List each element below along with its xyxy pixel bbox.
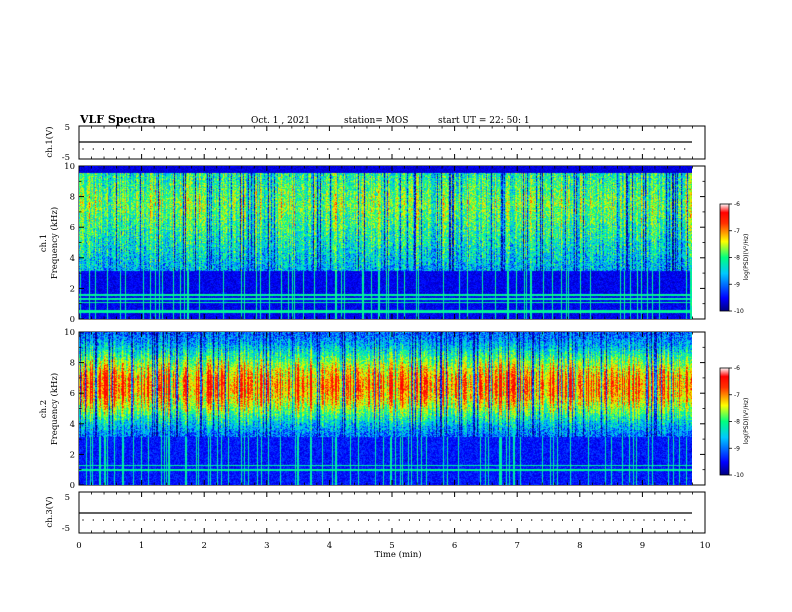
time-axis-tick-label: 10 [700, 541, 711, 551]
time-axis-tick-label: 3 [264, 541, 269, 551]
colorbar-tick-label: -10 [734, 308, 744, 315]
ch3-ytick-top: 5 [65, 493, 70, 503]
ch3-voltage-ylabel: ch.3(V) [44, 496, 55, 527]
time-axis-tick-labels: 0 1 2 3 4 5 6 7 8 9 10 [76, 541, 710, 551]
ch1-ytick-bottom: -5 [62, 153, 70, 163]
ch1-spectrogram-ytick-label: 6 [70, 223, 75, 233]
ch2-spectrogram-ytick-label: 4 [70, 420, 75, 430]
time-axis-tick-label: 4 [327, 541, 332, 551]
time-axis-tick-label: 0 [76, 541, 81, 551]
ch2-spectrogram-ylabel-freq: Frequency (kHz) [49, 373, 60, 445]
ch1-colorbar-label: log(PSD)(V²/Hz) [743, 234, 750, 281]
ch2-spectrogram-ticks: 0 2 4 6 8 10 [64, 328, 706, 491]
ch2-spectrogram-ytick-label: 2 [70, 450, 75, 460]
figure-title: VLF Spectra [79, 113, 155, 126]
ch1-spectrogram-image [79, 166, 692, 319]
colorbar-tick-label: -7 [734, 228, 740, 235]
ch2-spectrogram-ytick-label: 8 [70, 359, 75, 369]
ch1-spectrogram-ytick-label: 0 [70, 315, 75, 325]
ch1-voltage-ylabel: ch.1(V) [44, 126, 55, 157]
ch1-spectrogram-ytick-label: 2 [70, 284, 75, 294]
ch1-spectrogram-ticks: 0 2 4 6 8 10 [64, 162, 706, 325]
start-time-label: start UT = 22: 50: 1 [438, 116, 530, 126]
time-axis-tick-label: 7 [514, 541, 519, 551]
ch1-spectrogram-ylabel-freq: Frequency (kHz) [49, 207, 60, 279]
ch2-spectrogram-ylabel-ch: ch.2 [39, 400, 49, 418]
ch3-ytick-bottom: -5 [62, 524, 70, 534]
colorbar-tick-label: -8 [734, 419, 740, 426]
time-axis-tick-label: 6 [452, 541, 457, 551]
colorbar-tick-label: -9 [734, 281, 740, 288]
ch2-spectrogram-panel: 0 2 4 6 8 10 ch.2 Frequency (kHz) -6 -7 -8 -9 -10… [39, 328, 750, 491]
ch2-spectrogram-ytick-label: 6 [70, 389, 75, 399]
ch1-spectrogram-ytick-label: 8 [70, 193, 75, 203]
ch1-voltage-panel: 5 -5 ch.1(V) [44, 123, 706, 163]
ch1-spectrogram-panel: 0 2 4 6 8 10 ch.1 Frequency (kHz) -6 -7 -8 -9 -10… [39, 162, 750, 325]
ch1-colorbar [719, 203, 730, 312]
ch2-colorbar-ticks: -6 -7 -8 -9 -10 [729, 365, 744, 479]
ch2-spectrogram-ytick-label: 0 [70, 481, 75, 491]
colorbar-tick-label: -7 [734, 392, 740, 399]
ch3-voltage-ticks [78, 492, 706, 533]
ch1-voltage-ticks [78, 126, 706, 159]
ch1-spectrogram-ytick-label: 4 [70, 254, 75, 264]
time-axis-tick-label: 5 [389, 541, 394, 551]
time-axis-label: Time (min) [374, 549, 421, 560]
time-axis-tick-label: 9 [640, 541, 645, 551]
time-axis-tick-label: 2 [201, 541, 206, 551]
ch2-colorbar [719, 367, 730, 476]
station-label: station= MOS [344, 116, 408, 126]
ch3-voltage-panel: 5 -5 ch.3(V) 0 1 2 3 4 5 6 7 8 9 10 Time (min) [44, 491, 710, 560]
ch2-spectrogram-image [79, 332, 692, 485]
colorbar-tick-label: -8 [734, 255, 740, 262]
ch1-colorbar-ticks: -6 -7 -8 -9 -10 [729, 201, 744, 315]
colorbar-tick-label: -6 [734, 365, 740, 372]
ch2-colorbar-label: log(PSD)(V²/Hz) [743, 398, 750, 445]
ch1-spectrogram-ytick-label: 10 [64, 162, 75, 172]
date-label: Oct. 1 , 2021 [251, 116, 310, 126]
ch2-spectrogram-ytick-label: 10 [64, 328, 75, 338]
ch1-ytick-top: 5 [65, 123, 70, 133]
colorbar-tick-label: -9 [734, 445, 740, 452]
time-axis-tick-label: 1 [139, 541, 144, 551]
colorbar-tick-label: -6 [734, 201, 740, 208]
ch1-spectrogram-ylabel-ch: ch.1 [39, 234, 49, 252]
time-axis-tick-label: 8 [577, 541, 582, 551]
colorbar-tick-label: -10 [734, 472, 744, 479]
